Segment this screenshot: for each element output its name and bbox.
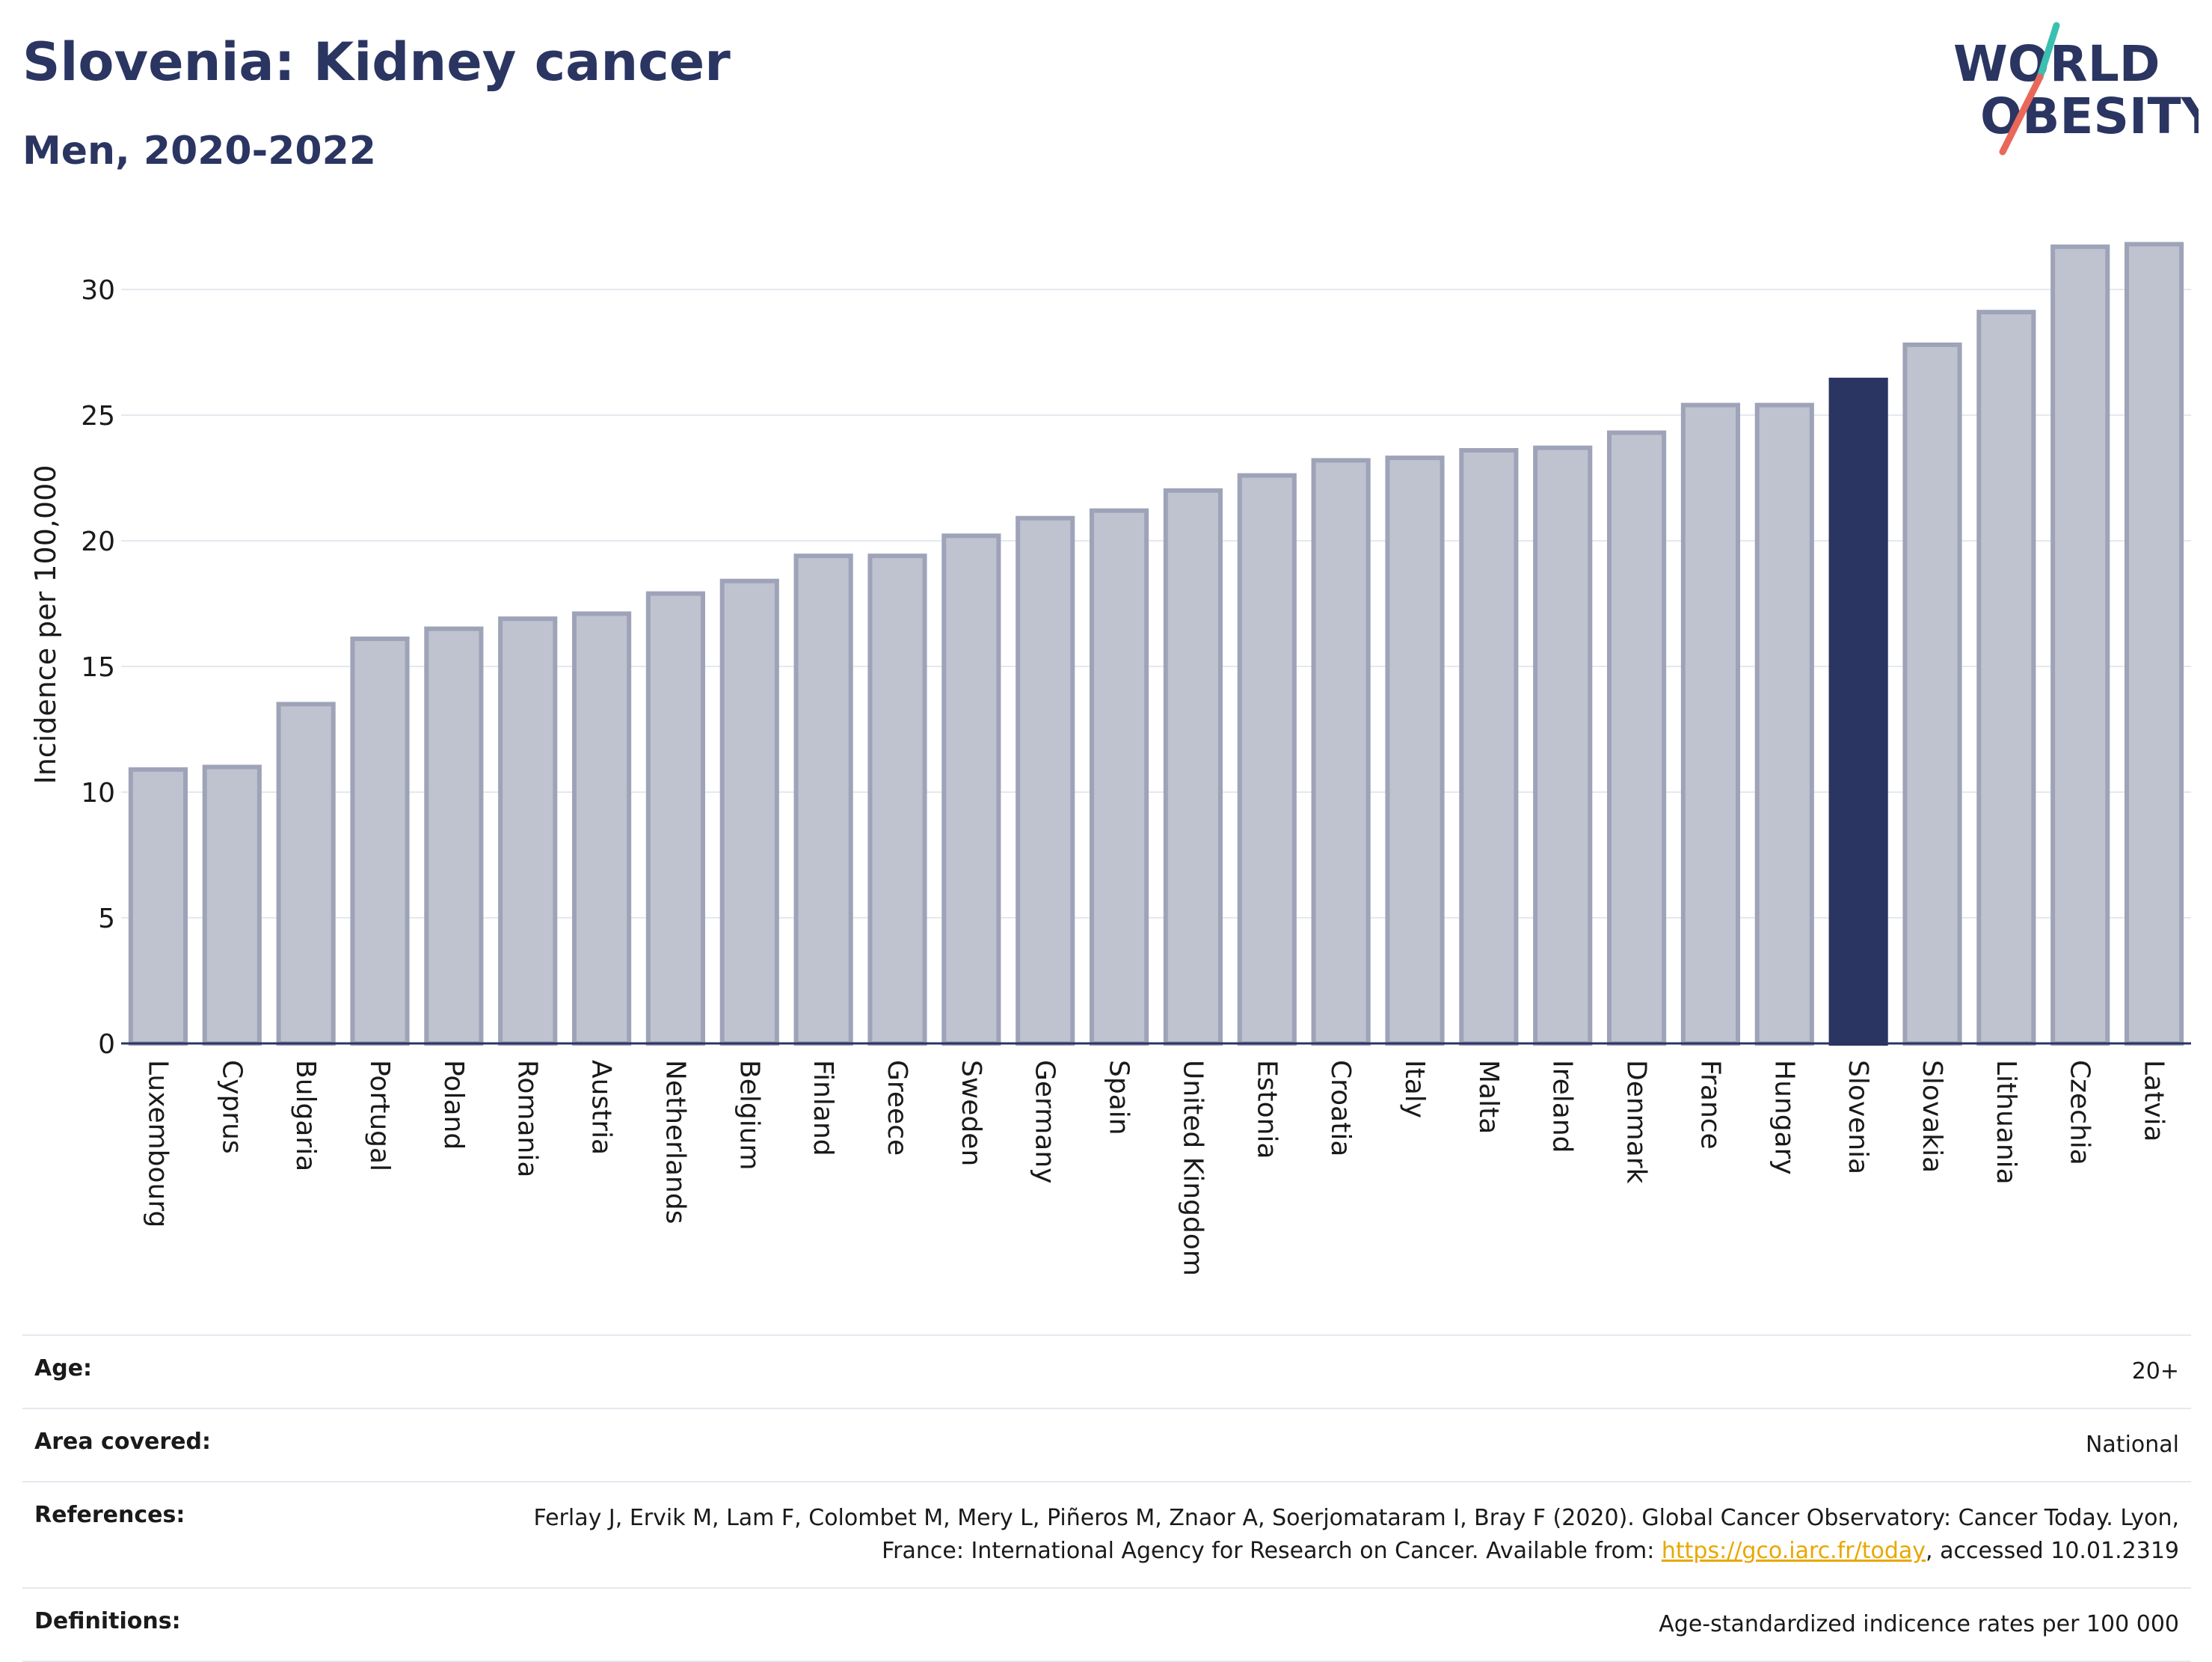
x-tick-label: Greece bbox=[882, 1060, 912, 1156]
x-tick-label: Cyprus bbox=[216, 1060, 247, 1154]
metadata-table: Age: 20+ Area covered: National Referenc… bbox=[22, 1334, 2191, 1662]
bar bbox=[867, 554, 927, 1046]
chart-subtitle: Men, 2020-2022 bbox=[22, 129, 376, 174]
x-tick-label: Belgium bbox=[734, 1060, 764, 1171]
x-tick-label: Estonia bbox=[1251, 1060, 1282, 1159]
bar bbox=[276, 702, 336, 1046]
logo-line-world: WORLD bbox=[1953, 35, 2160, 93]
x-tick-label: Croatia bbox=[1325, 1060, 1356, 1156]
x-tick-label: Germany bbox=[1030, 1060, 1060, 1183]
definitions-value: Age-standardized indicence rates per 100… bbox=[1659, 1611, 2179, 1637]
area-label: Area covered: bbox=[34, 1429, 211, 1455]
x-tick-label: Lithuania bbox=[1991, 1060, 2021, 1185]
bar bbox=[350, 637, 410, 1046]
bar bbox=[498, 616, 558, 1046]
x-tick-label: Denmark bbox=[1621, 1060, 1652, 1184]
bar bbox=[1976, 310, 2036, 1046]
bar bbox=[1606, 430, 1667, 1046]
bar bbox=[1016, 515, 1075, 1046]
bar bbox=[1459, 448, 1519, 1046]
x-tick-label: Finland bbox=[808, 1060, 838, 1156]
logo-slash-teal bbox=[2036, 22, 2060, 81]
x-tick-label: Malta bbox=[1473, 1060, 1504, 1134]
y-tick-label: 5 bbox=[98, 904, 115, 934]
bar-highlight bbox=[1828, 377, 1888, 1046]
references-link[interactable]: https://gco.iarc.fr/today bbox=[1661, 1538, 1926, 1564]
references-label: References: bbox=[34, 1502, 185, 1528]
bar bbox=[1902, 342, 1962, 1046]
meta-row-definitions: Definitions: Age-standardized indicence … bbox=[22, 1587, 2191, 1662]
references-text-1: Ferlay J, Ervik M, Lam F, Colombet M, Me… bbox=[533, 1505, 2179, 1564]
area-value: National bbox=[2085, 1432, 2179, 1458]
bar bbox=[793, 554, 853, 1046]
bar bbox=[941, 533, 1001, 1046]
bar bbox=[1754, 402, 1814, 1046]
age-value: 20+ bbox=[2131, 1358, 2179, 1385]
references-value: Ferlay J, Ervik M, Lam F, Colombet M, Me… bbox=[459, 1502, 2179, 1568]
logo-slash-coral bbox=[1999, 73, 2044, 156]
bar bbox=[424, 626, 484, 1046]
bar bbox=[1385, 456, 1445, 1046]
x-tick-label: Hungary bbox=[1769, 1060, 1799, 1175]
x-tick-label: Latvia bbox=[2139, 1060, 2169, 1142]
x-tick-label: Italy bbox=[1399, 1060, 1430, 1118]
x-tick-label: Poland bbox=[438, 1060, 469, 1150]
bars bbox=[128, 242, 2184, 1046]
references-text-2: , accessed 10.01.2319 bbox=[1926, 1538, 2179, 1564]
bar bbox=[571, 611, 632, 1046]
meta-row-area: Area covered: National bbox=[22, 1408, 2191, 1481]
x-tick-label: Romania bbox=[512, 1060, 543, 1177]
bar bbox=[1237, 473, 1297, 1046]
x-tick-label: United Kingdom bbox=[1177, 1060, 1208, 1276]
x-tick-label: Slovenia bbox=[1843, 1060, 1873, 1174]
definitions-label: Definitions: bbox=[34, 1608, 181, 1634]
axes: 0 5 10 15 20 25 30 Luxembourg Cyprus Bulgaria Port… bbox=[81, 275, 2191, 1276]
y-tick-label: 25 bbox=[81, 401, 115, 432]
bar bbox=[1533, 445, 1593, 1046]
x-tick-label: Slovakia bbox=[1917, 1060, 1947, 1173]
y-tick-label: 0 bbox=[98, 1029, 115, 1060]
y-axis-label: Incidence per 100,000 bbox=[29, 464, 62, 784]
logo-line-obesity: OBESITY bbox=[1980, 88, 2199, 145]
bar-chart: 0 5 10 15 20 25 30 Luxembourg Cyprus Bulgaria Port… bbox=[29, 242, 2191, 1276]
age-label: Age: bbox=[34, 1355, 93, 1382]
bar bbox=[719, 578, 779, 1046]
x-tick-label: Sweden bbox=[956, 1060, 986, 1166]
world-obesity-logo: WORLD OBESITY bbox=[1953, 22, 2199, 156]
x-tick-label: Bulgaria bbox=[290, 1060, 321, 1171]
bar bbox=[645, 591, 706, 1046]
bar bbox=[202, 764, 262, 1046]
x-tick-label: Ireland bbox=[1547, 1060, 1578, 1153]
x-tick-label: Portugal bbox=[364, 1060, 395, 1171]
x-tick-label: Luxembourg bbox=[142, 1060, 173, 1227]
y-tick-label: 30 bbox=[81, 275, 115, 306]
x-tick-label: France bbox=[1695, 1060, 1725, 1150]
x-tick-label: Czechia bbox=[2065, 1060, 2095, 1165]
x-tick-label: Netherlands bbox=[660, 1060, 690, 1224]
y-tick-label: 15 bbox=[81, 652, 115, 683]
bar bbox=[1680, 402, 1741, 1046]
x-tick-label: Austria bbox=[586, 1060, 617, 1155]
y-tick-label: 10 bbox=[81, 778, 115, 809]
bar bbox=[1089, 508, 1149, 1046]
meta-row-references: References: Ferlay J, Ervik M, Lam F, Co… bbox=[22, 1481, 2191, 1587]
x-tick-label: Spain bbox=[1104, 1060, 1134, 1135]
bar bbox=[128, 767, 188, 1046]
meta-row-age: Age: 20+ bbox=[22, 1334, 2191, 1408]
chart-title: Slovenia: Kidney cancer bbox=[22, 31, 731, 93]
bar bbox=[1311, 458, 1371, 1046]
bar bbox=[1163, 488, 1223, 1046]
y-tick-label: 20 bbox=[81, 527, 115, 557]
bar bbox=[2050, 244, 2110, 1046]
bar bbox=[2124, 242, 2184, 1046]
